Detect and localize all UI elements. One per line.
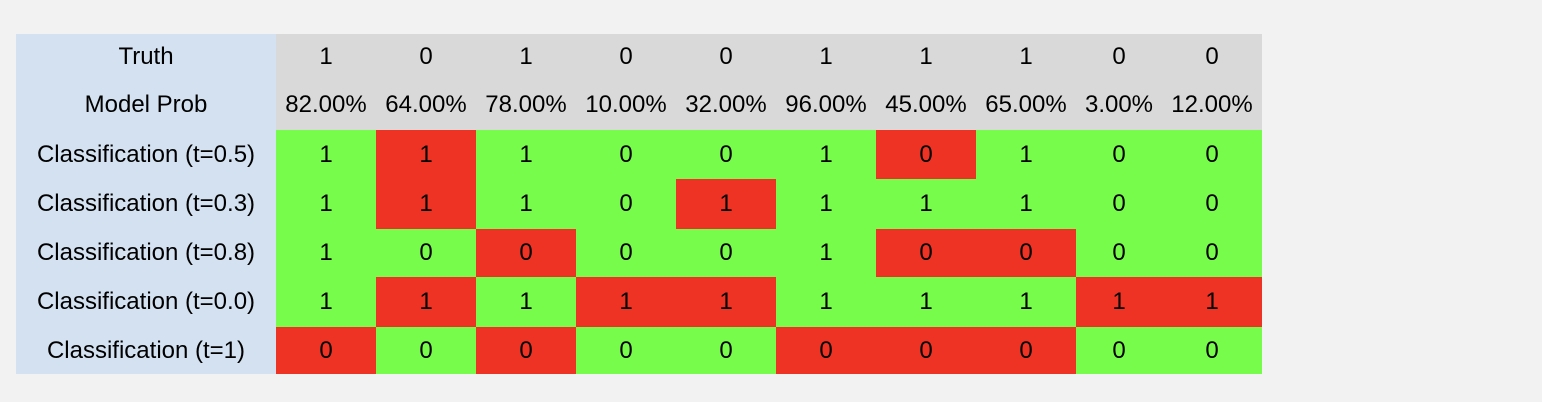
table-cell[interactable]: 0 <box>1162 130 1262 179</box>
table-cell[interactable]: 82.00% <box>276 80 376 130</box>
table-cell[interactable]: 0 <box>1076 34 1162 80</box>
table-cell[interactable]: 1 <box>476 34 576 80</box>
table-cell[interactable]: 0 <box>376 327 476 374</box>
classification-table: Truth 1 0 1 0 0 1 1 1 0 0 Model Prob 82.… <box>16 34 1262 374</box>
table-cell[interactable]: 96.00% <box>776 80 876 130</box>
table-cell[interactable]: 1 <box>876 179 976 229</box>
table-cell[interactable]: 1 <box>976 130 1076 179</box>
table-cell[interactable]: 1 <box>376 277 476 327</box>
table-cell[interactable]: 45.00% <box>876 80 976 130</box>
table-cell[interactable]: 32.00% <box>676 80 776 130</box>
table-row-truth: Truth 1 0 1 0 0 1 1 1 0 0 <box>16 34 1262 80</box>
table-cell[interactable]: 1 <box>476 130 576 179</box>
row-label[interactable]: Model Prob <box>16 80 276 130</box>
table-cell[interactable]: 1 <box>276 179 376 229</box>
table-cell[interactable]: 0 <box>876 130 976 179</box>
table-cell[interactable]: 1 <box>976 34 1076 80</box>
table-cell[interactable]: 0 <box>976 327 1076 374</box>
row-label[interactable]: Classification (t=0.3) <box>16 179 276 229</box>
table-row-classification-t-1: Classification (t=1) 0 0 0 0 0 0 0 0 0 0 <box>16 327 1262 374</box>
table-row-classification-t-0-5: Classification (t=0.5) 1 1 1 0 0 1 0 1 0… <box>16 130 1262 179</box>
table-cell[interactable]: 0 <box>676 130 776 179</box>
table-cell[interactable]: 0 <box>376 229 476 277</box>
table-cell[interactable]: 1 <box>1162 277 1262 327</box>
table-cell[interactable]: 1 <box>776 277 876 327</box>
table-cell[interactable]: 0 <box>1076 229 1162 277</box>
table-cell[interactable]: 78.00% <box>476 80 576 130</box>
table-cell[interactable]: 1 <box>676 179 776 229</box>
table-cell[interactable]: 0 <box>376 34 476 80</box>
table-cell[interactable]: 1 <box>776 229 876 277</box>
table-row-model-prob: Model Prob 82.00% 64.00% 78.00% 10.00% 3… <box>16 80 1262 130</box>
table-cell[interactable]: 1 <box>376 179 476 229</box>
table-cell[interactable]: 1 <box>976 179 1076 229</box>
table-cell[interactable]: 0 <box>476 327 576 374</box>
table-row-classification-t-0-0: Classification (t=0.0) 1 1 1 1 1 1 1 1 1… <box>16 277 1262 327</box>
table-cell[interactable]: 1 <box>776 34 876 80</box>
table-cell[interactable]: 1 <box>776 130 876 179</box>
table-cell[interactable]: 0 <box>1076 130 1162 179</box>
table-cell[interactable]: 1 <box>876 277 976 327</box>
table-cell[interactable]: 1 <box>376 130 476 179</box>
table-cell[interactable]: 0 <box>876 327 976 374</box>
table-cell[interactable]: 0 <box>1076 327 1162 374</box>
table-cell[interactable]: 1 <box>676 277 776 327</box>
table-cell[interactable]: 1 <box>276 277 376 327</box>
table-cell[interactable]: 0 <box>976 229 1076 277</box>
table-cell[interactable]: 0 <box>276 327 376 374</box>
table-cell[interactable]: 3.00% <box>1076 80 1162 130</box>
table-cell[interactable]: 0 <box>1076 179 1162 229</box>
table-cell[interactable]: 0 <box>876 229 976 277</box>
table-row-classification-t-0-3: Classification (t=0.3) 1 1 1 0 1 1 1 1 0… <box>16 179 1262 229</box>
table-cell[interactable]: 0 <box>676 34 776 80</box>
table-cell[interactable]: 0 <box>1162 34 1262 80</box>
table-cell[interactable]: 64.00% <box>376 80 476 130</box>
table-cell[interactable]: 1 <box>1076 277 1162 327</box>
row-label[interactable]: Classification (t=0.5) <box>16 130 276 179</box>
table-cell[interactable]: 0 <box>1162 229 1262 277</box>
table-cell[interactable]: 1 <box>776 179 876 229</box>
table-cell[interactable]: 0 <box>676 327 776 374</box>
table-cell[interactable]: 12.00% <box>1162 80 1262 130</box>
table-cell[interactable]: 0 <box>576 327 676 374</box>
table-cell[interactable]: 1 <box>576 277 676 327</box>
table-cell[interactable]: 10.00% <box>576 80 676 130</box>
table-cell[interactable]: 0 <box>776 327 876 374</box>
table-cell[interactable]: 0 <box>576 130 676 179</box>
table-cell[interactable]: 1 <box>976 277 1076 327</box>
table-cell[interactable]: 0 <box>676 229 776 277</box>
table-cell[interactable]: 1 <box>476 277 576 327</box>
table-cell[interactable]: 0 <box>576 229 676 277</box>
table-row-classification-t-0-8: Classification (t=0.8) 1 0 0 0 0 1 0 0 0… <box>16 229 1262 277</box>
table-cell[interactable]: 0 <box>1162 179 1262 229</box>
table-cell[interactable]: 0 <box>476 229 576 277</box>
row-label[interactable]: Classification (t=0.0) <box>16 277 276 327</box>
table-cell[interactable]: 65.00% <box>976 80 1076 130</box>
table-cell[interactable]: 1 <box>276 229 376 277</box>
row-label[interactable]: Classification (t=1) <box>16 327 276 374</box>
table-cell[interactable]: 0 <box>1162 327 1262 374</box>
row-label[interactable]: Truth <box>16 34 276 80</box>
table-cell[interactable]: 1 <box>276 130 376 179</box>
table-cell[interactable]: 1 <box>476 179 576 229</box>
table-cell[interactable]: 1 <box>876 34 976 80</box>
table-cell[interactable]: 0 <box>576 179 676 229</box>
table-cell[interactable]: 0 <box>576 34 676 80</box>
table-cell[interactable]: 1 <box>276 34 376 80</box>
row-label[interactable]: Classification (t=0.8) <box>16 229 276 277</box>
